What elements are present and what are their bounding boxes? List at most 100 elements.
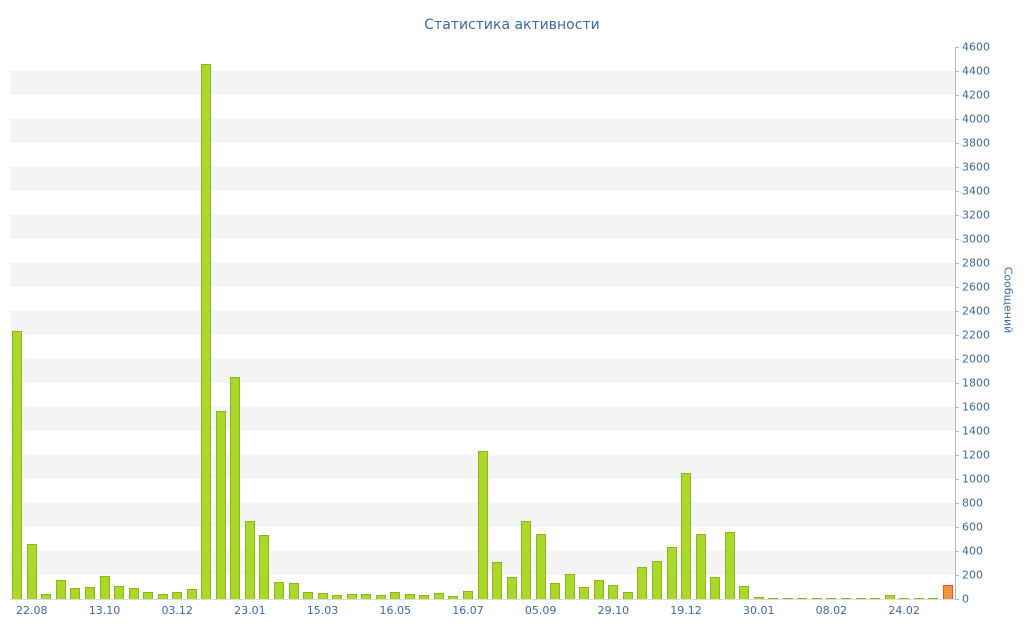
bar[interactable] bbox=[564, 574, 575, 599]
bar[interactable] bbox=[462, 591, 473, 599]
bar[interactable] bbox=[724, 532, 735, 599]
bar[interactable] bbox=[375, 595, 386, 599]
bar[interactable] bbox=[128, 588, 139, 599]
bar[interactable] bbox=[826, 598, 837, 599]
bar[interactable] bbox=[535, 534, 546, 599]
y-tick-mark bbox=[955, 215, 959, 216]
bar[interactable] bbox=[70, 588, 81, 599]
bar[interactable] bbox=[404, 594, 415, 599]
x-tick-label: 08.02 bbox=[815, 604, 848, 617]
y-tick-mark bbox=[955, 575, 959, 576]
y-tick-label: 2800 bbox=[962, 256, 990, 270]
bar[interactable] bbox=[273, 582, 284, 599]
bar[interactable] bbox=[99, 576, 110, 599]
bar[interactable] bbox=[637, 567, 648, 599]
y-tick-mark bbox=[955, 479, 959, 480]
bar[interactable] bbox=[303, 592, 314, 599]
bar[interactable] bbox=[913, 598, 924, 599]
bar[interactable] bbox=[855, 598, 866, 599]
bar[interactable] bbox=[506, 577, 517, 599]
bar[interactable] bbox=[390, 592, 401, 599]
bar[interactable] bbox=[157, 594, 168, 599]
bar[interactable] bbox=[84, 587, 95, 599]
bar[interactable] bbox=[433, 593, 444, 599]
y-tick-label: 4400 bbox=[962, 64, 990, 78]
y-tick-label: 3400 bbox=[962, 184, 990, 198]
bar[interactable] bbox=[201, 64, 212, 599]
y-tick-mark bbox=[955, 311, 959, 312]
x-tick-label: 29.10 bbox=[597, 604, 630, 617]
bar[interactable] bbox=[666, 547, 677, 599]
bar[interactable] bbox=[593, 580, 604, 599]
bar[interactable] bbox=[840, 598, 851, 599]
bar[interactable] bbox=[332, 595, 343, 599]
y-tick-label: 2000 bbox=[962, 352, 990, 366]
bar[interactable] bbox=[942, 585, 953, 599]
bar[interactable] bbox=[579, 587, 590, 599]
bar[interactable] bbox=[114, 586, 125, 599]
bar[interactable] bbox=[797, 598, 808, 599]
y-tick-mark bbox=[955, 191, 959, 192]
bar[interactable] bbox=[899, 598, 910, 599]
bar[interactable] bbox=[739, 586, 750, 599]
bar[interactable] bbox=[55, 580, 66, 599]
bar[interactable] bbox=[870, 598, 881, 599]
y-tick-label: 2200 bbox=[962, 328, 990, 342]
x-tick-label: 05.09 bbox=[524, 604, 557, 617]
x-tick-label: 03.12 bbox=[161, 604, 193, 617]
bar[interactable] bbox=[651, 561, 662, 599]
y-tick-mark bbox=[955, 431, 959, 432]
bar[interactable] bbox=[259, 535, 270, 599]
bar[interactable] bbox=[186, 589, 197, 599]
bar[interactable] bbox=[361, 594, 372, 599]
y-tick-label: 1600 bbox=[962, 400, 990, 414]
plot-area bbox=[10, 47, 956, 600]
y-tick-mark bbox=[955, 407, 959, 408]
bar[interactable] bbox=[244, 521, 255, 599]
bar[interactable] bbox=[710, 577, 721, 599]
bar[interactable] bbox=[317, 593, 328, 599]
bar[interactable] bbox=[12, 331, 23, 599]
y-tick-label: 4200 bbox=[962, 88, 990, 102]
y-tick-mark bbox=[955, 527, 959, 528]
bar[interactable] bbox=[230, 377, 241, 599]
bar[interactable] bbox=[768, 598, 779, 599]
bar[interactable] bbox=[521, 521, 532, 599]
bar[interactable] bbox=[172, 592, 183, 599]
x-tick-label: 13.10 bbox=[88, 604, 121, 617]
bar[interactable] bbox=[681, 473, 692, 599]
bar[interactable] bbox=[884, 595, 895, 599]
bar[interactable] bbox=[143, 592, 154, 599]
y-tick-mark bbox=[955, 455, 959, 456]
y-tick-label: 3000 bbox=[962, 232, 990, 246]
bar[interactable] bbox=[26, 544, 37, 599]
y-tick-mark bbox=[955, 287, 959, 288]
y-tick-label: 2400 bbox=[962, 304, 990, 318]
bar[interactable] bbox=[622, 592, 633, 599]
bar[interactable] bbox=[346, 594, 357, 599]
bar[interactable] bbox=[608, 585, 619, 599]
bar[interactable] bbox=[753, 597, 764, 599]
bar[interactable] bbox=[811, 598, 822, 599]
bar[interactable] bbox=[215, 411, 226, 599]
bar[interactable] bbox=[695, 534, 706, 599]
bar[interactable] bbox=[477, 451, 488, 599]
bar[interactable] bbox=[550, 583, 561, 599]
y-tick-label: 400 bbox=[962, 544, 983, 558]
y-tick-mark bbox=[955, 263, 959, 264]
y-tick-mark bbox=[955, 71, 959, 72]
x-tick-label: 16.05 bbox=[379, 604, 412, 617]
bar[interactable] bbox=[288, 583, 299, 599]
bar[interactable] bbox=[41, 594, 52, 599]
y-axis-title: Сообщений bbox=[1001, 266, 1015, 334]
x-tick-label: 23.01 bbox=[234, 604, 266, 617]
y-tick-label: 1800 bbox=[962, 376, 990, 390]
y-tick-mark bbox=[955, 503, 959, 504]
bar[interactable] bbox=[492, 562, 503, 599]
y-tick-label: 800 bbox=[962, 496, 983, 510]
bar[interactable] bbox=[928, 598, 939, 599]
bar[interactable] bbox=[419, 595, 430, 599]
bar[interactable] bbox=[448, 596, 459, 599]
bar[interactable] bbox=[782, 598, 793, 599]
